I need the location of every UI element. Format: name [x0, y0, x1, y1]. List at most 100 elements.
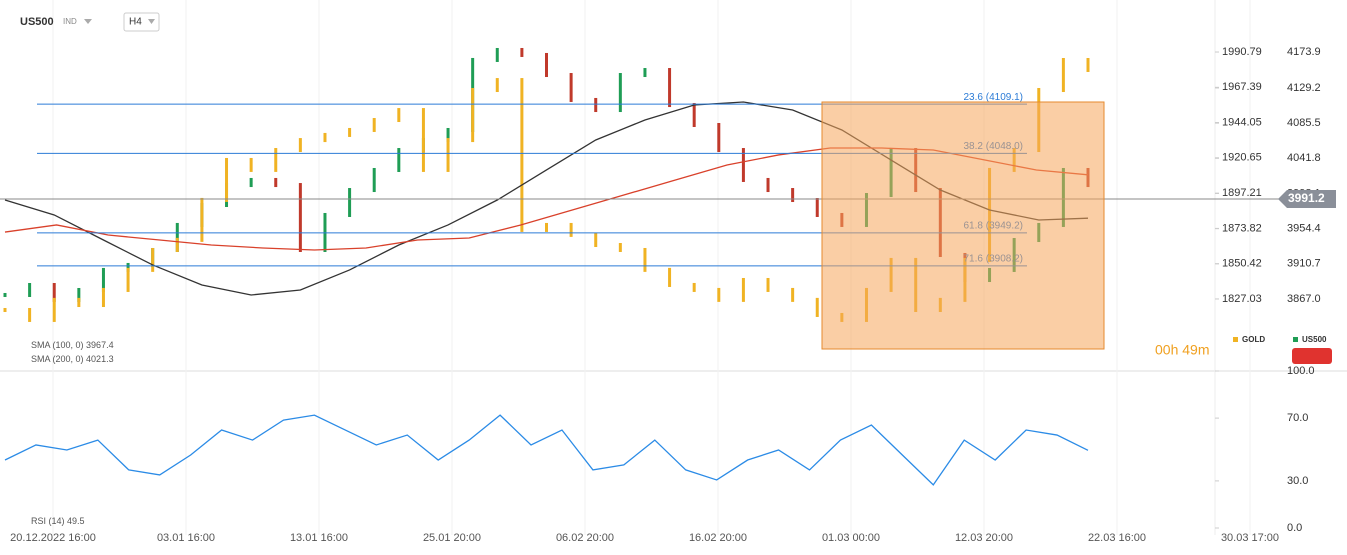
- price-bar: [569, 222, 573, 237]
- price-bar: [766, 177, 770, 193]
- y2-tick-label: 1897.21: [1222, 187, 1262, 199]
- price-bar: [348, 188, 352, 217]
- price-bar: [446, 127, 450, 142]
- price-bar: [594, 232, 598, 248]
- timeframe: H4: [129, 17, 142, 28]
- price-bar: [175, 222, 179, 252]
- legend-label: US500: [1302, 335, 1327, 344]
- y-tick-label: 4129.2: [1287, 82, 1321, 94]
- series-line: [4, 414, 1089, 486]
- price-bar: [52, 297, 56, 322]
- price-bar: [274, 177, 278, 188]
- price-bar: [348, 127, 352, 137]
- x-tick-label: 16.02 20:00: [689, 532, 747, 544]
- price-bar: [741, 277, 745, 302]
- price-bar: [77, 297, 81, 308]
- price-bar: [495, 78, 499, 93]
- price-bar: [618, 243, 622, 252]
- price-tag-label: 3991.2: [1288, 191, 1325, 205]
- price-bar: [200, 197, 204, 242]
- highlight-box: [821, 101, 1105, 350]
- legend-badge: [1292, 348, 1332, 364]
- y-tick-label: 30.0: [1287, 475, 1308, 487]
- y2-tick-label: 1827.03: [1222, 293, 1262, 305]
- dropdown-icon: [84, 19, 92, 24]
- y-tick-label: 3867.0: [1287, 293, 1321, 305]
- price-bar: [643, 68, 647, 78]
- price-bar: [692, 103, 696, 127]
- x-tick-label: 06.02 20:00: [556, 532, 614, 544]
- price-bar: [175, 237, 179, 252]
- dropdown-icon: [148, 19, 155, 24]
- x-tick-label: 22.03 16:00: [1088, 532, 1146, 544]
- price-bar: [421, 108, 425, 172]
- x-tick-label: 03.01 16:00: [157, 532, 215, 544]
- price-bar: [249, 177, 253, 188]
- indicator-legend: SMA (100, 0) 3967.4: [31, 340, 114, 350]
- price-bar: [643, 247, 647, 272]
- price-bar: [28, 283, 32, 297]
- y-tick-label: 4085.5: [1287, 117, 1321, 129]
- y-tick-label: 4173.9: [1287, 46, 1321, 58]
- price-bar: [471, 88, 475, 143]
- price-bar: [545, 52, 548, 78]
- price-bar: [3, 307, 7, 312]
- legend-swatch: [1233, 337, 1238, 342]
- x-tick-label: 30.03 17:00: [1221, 532, 1279, 544]
- price-bar: [791, 188, 795, 203]
- price-bar: [717, 122, 721, 153]
- price-bar: [569, 73, 573, 102]
- price-bar: [151, 247, 155, 272]
- x-tick-label: 12.03 20:00: [955, 532, 1013, 544]
- price-bar: [225, 157, 229, 202]
- price-bar: [668, 267, 672, 287]
- y-tick-label: 4041.8: [1287, 152, 1321, 164]
- price-bar: [298, 138, 302, 153]
- symbol: US500: [20, 16, 54, 28]
- y2-tick-label: 1920.65: [1222, 152, 1262, 164]
- price-bar: [520, 47, 524, 57]
- price-bar: [791, 287, 795, 302]
- y2-tick-label: 1944.05: [1222, 116, 1262, 128]
- price-bar: [692, 282, 696, 292]
- price-bar: [3, 292, 7, 297]
- y2-tick-label: 1990.79: [1222, 46, 1262, 58]
- price-bar: [274, 148, 278, 172]
- countdown: 00h 49m: [1155, 342, 1209, 358]
- x-tick-label: 13.01 16:00: [290, 532, 348, 544]
- indicator-legend: RSI (14) 49.5: [31, 516, 85, 526]
- y-tick-label: 3954.4: [1287, 223, 1321, 235]
- y2-tick-label: 1873.82: [1222, 222, 1262, 234]
- legend-swatch: [1293, 337, 1298, 342]
- price-bar: [101, 287, 105, 308]
- y2-tick-label: 1850.42: [1222, 258, 1262, 270]
- price-bar: [323, 132, 327, 143]
- price-bar: [397, 148, 401, 172]
- price-tag: [1278, 190, 1336, 209]
- price-bar: [1061, 58, 1065, 93]
- price-bar: [52, 283, 56, 302]
- price-bar: [495, 47, 499, 62]
- price-bar: [618, 73, 622, 113]
- y-tick-label: 0.0: [1287, 522, 1302, 534]
- price-bar: [298, 183, 302, 252]
- x-tick-label: 01.03 00:00: [822, 532, 880, 544]
- symbol-type: IND: [63, 17, 77, 26]
- price-bar: [101, 267, 105, 292]
- legend-label: GOLD: [1242, 335, 1265, 344]
- price-bar: [815, 198, 819, 217]
- price-bar: [372, 118, 376, 132]
- x-tick-label: 20.12.2022 16:00: [10, 532, 96, 544]
- indicator-legend: SMA (200, 0) 4021.3: [31, 354, 114, 364]
- y-tick-label: 70.0: [1287, 412, 1308, 424]
- fib-label: 23.6 (4109.1): [964, 92, 1024, 103]
- price-bar: [249, 157, 253, 172]
- price-bar: [28, 307, 32, 322]
- timeframe-button[interactable]: [123, 12, 160, 32]
- price-bar: [766, 277, 770, 292]
- price-bar: [520, 78, 524, 232]
- price-bar: [741, 148, 745, 182]
- price-bar: [668, 68, 672, 108]
